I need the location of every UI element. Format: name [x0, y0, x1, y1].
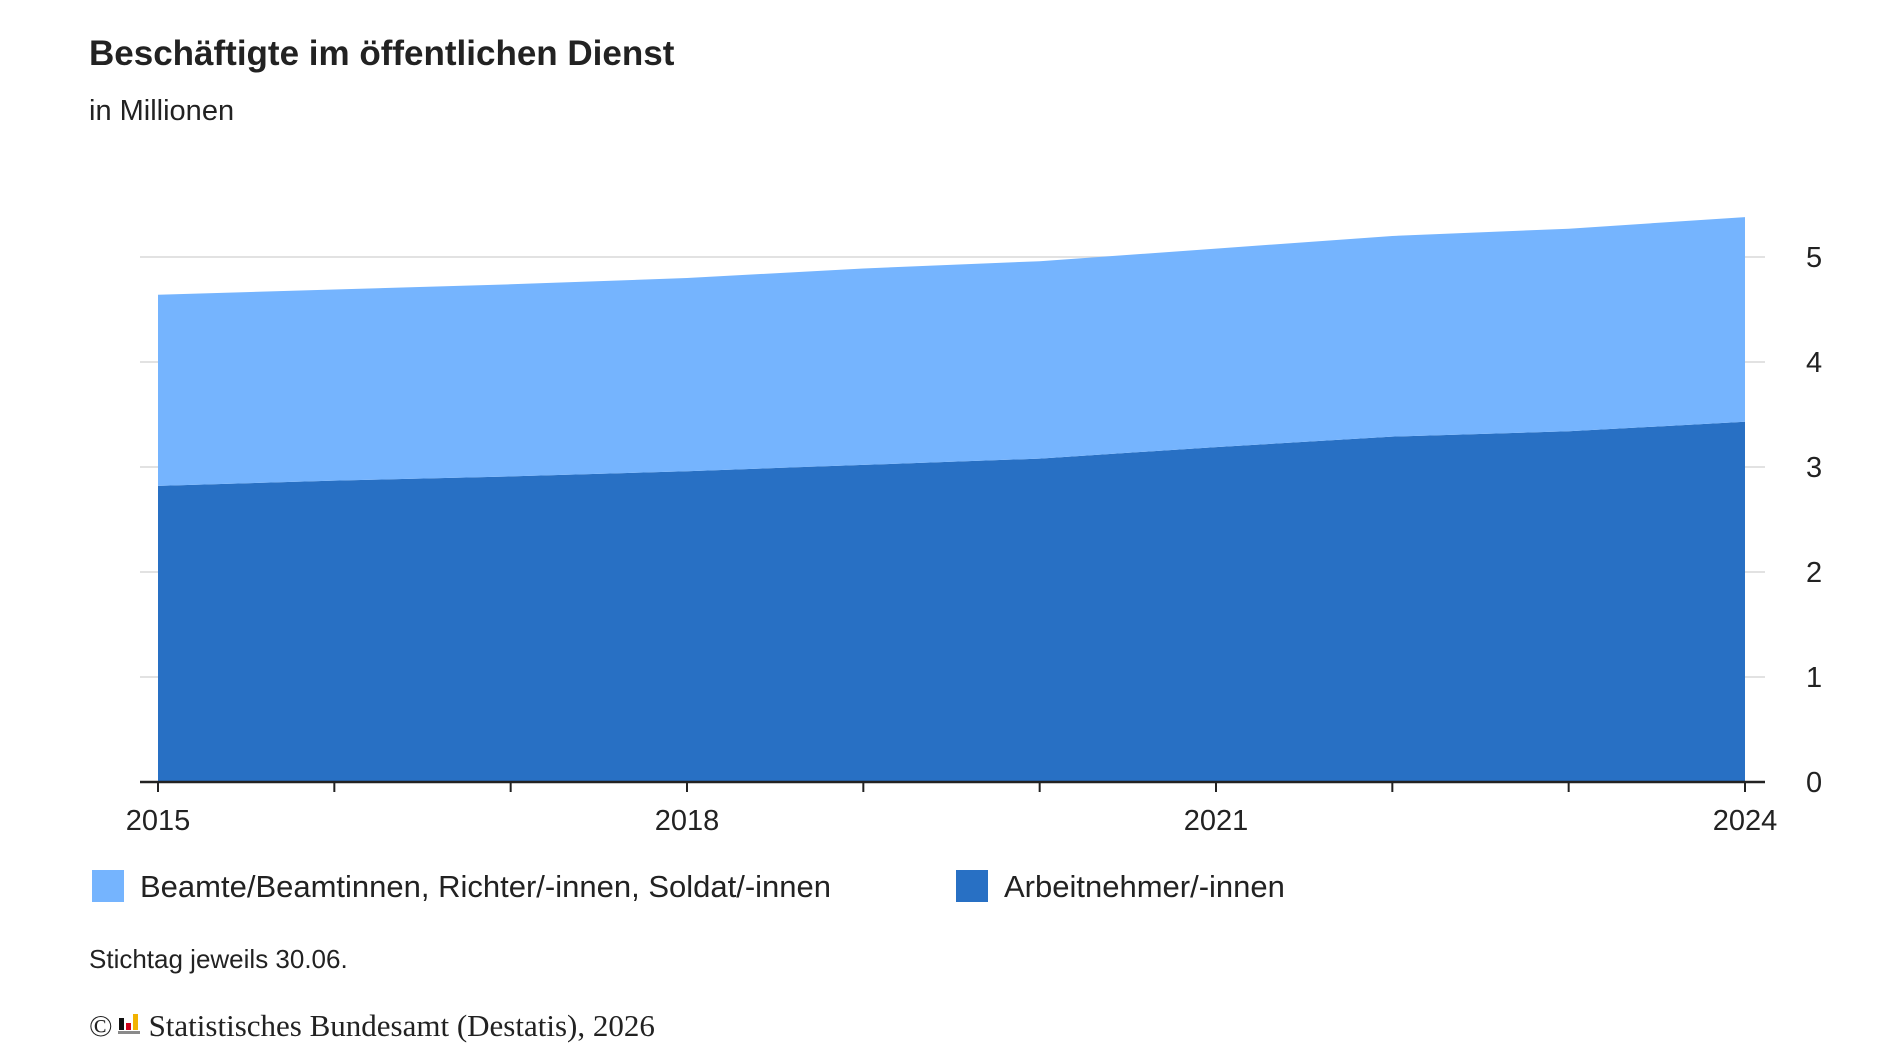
legend-label-beamte: Beamte/Beamtinnen, Richter/-innen, Solda…: [140, 869, 832, 904]
area-series-beamte: [158, 217, 1745, 486]
legend-swatch-arbeitnehmer: [956, 870, 988, 902]
chart-areas: [158, 217, 1745, 782]
y-tick-label-2: 2: [1806, 557, 1822, 589]
y-tick-label-5: 5: [1806, 242, 1822, 274]
legend-swatch-beamte: [92, 870, 124, 902]
copyright-symbol: ©: [89, 1008, 113, 1043]
chart-subtitle: in Millionen: [89, 95, 235, 127]
x-tick-label-2021: 2021: [1184, 805, 1249, 837]
source-credit: © Statistisches Bundesamt (Destatis), 20…: [89, 1008, 655, 1044]
tick-labels: 0 1 2 3 4 5 2015 2018 2021 2024: [126, 242, 1822, 837]
destatis-logo-icon: [117, 1008, 143, 1044]
area-series-arbeitnehmer: [158, 421, 1745, 782]
source-text: Statistisches Bundesamt (Destatis), 2026: [148, 1008, 655, 1043]
legend-label-arbeitnehmer: Arbeitnehmer/-innen: [1004, 869, 1285, 904]
y-tick-label-4: 4: [1806, 347, 1822, 379]
y-tick-label-3: 3: [1806, 452, 1822, 484]
footnote: Stichtag jeweils 30.06.: [89, 944, 348, 974]
y-tick-label-0: 0: [1806, 767, 1822, 799]
chart-axes: [140, 256, 1765, 792]
y-tick-label-1: 1: [1806, 662, 1822, 694]
x-tick-label-2024: 2024: [1713, 805, 1778, 837]
chart-title: Beschäftigte im öffentlichen Dienst: [89, 34, 675, 73]
area-chart: 0 1 2 3 4 5 2015 2018 2021 2024: [126, 217, 1822, 837]
x-tick-label-2018: 2018: [655, 805, 720, 837]
x-tick-label-2015: 2015: [126, 805, 191, 837]
